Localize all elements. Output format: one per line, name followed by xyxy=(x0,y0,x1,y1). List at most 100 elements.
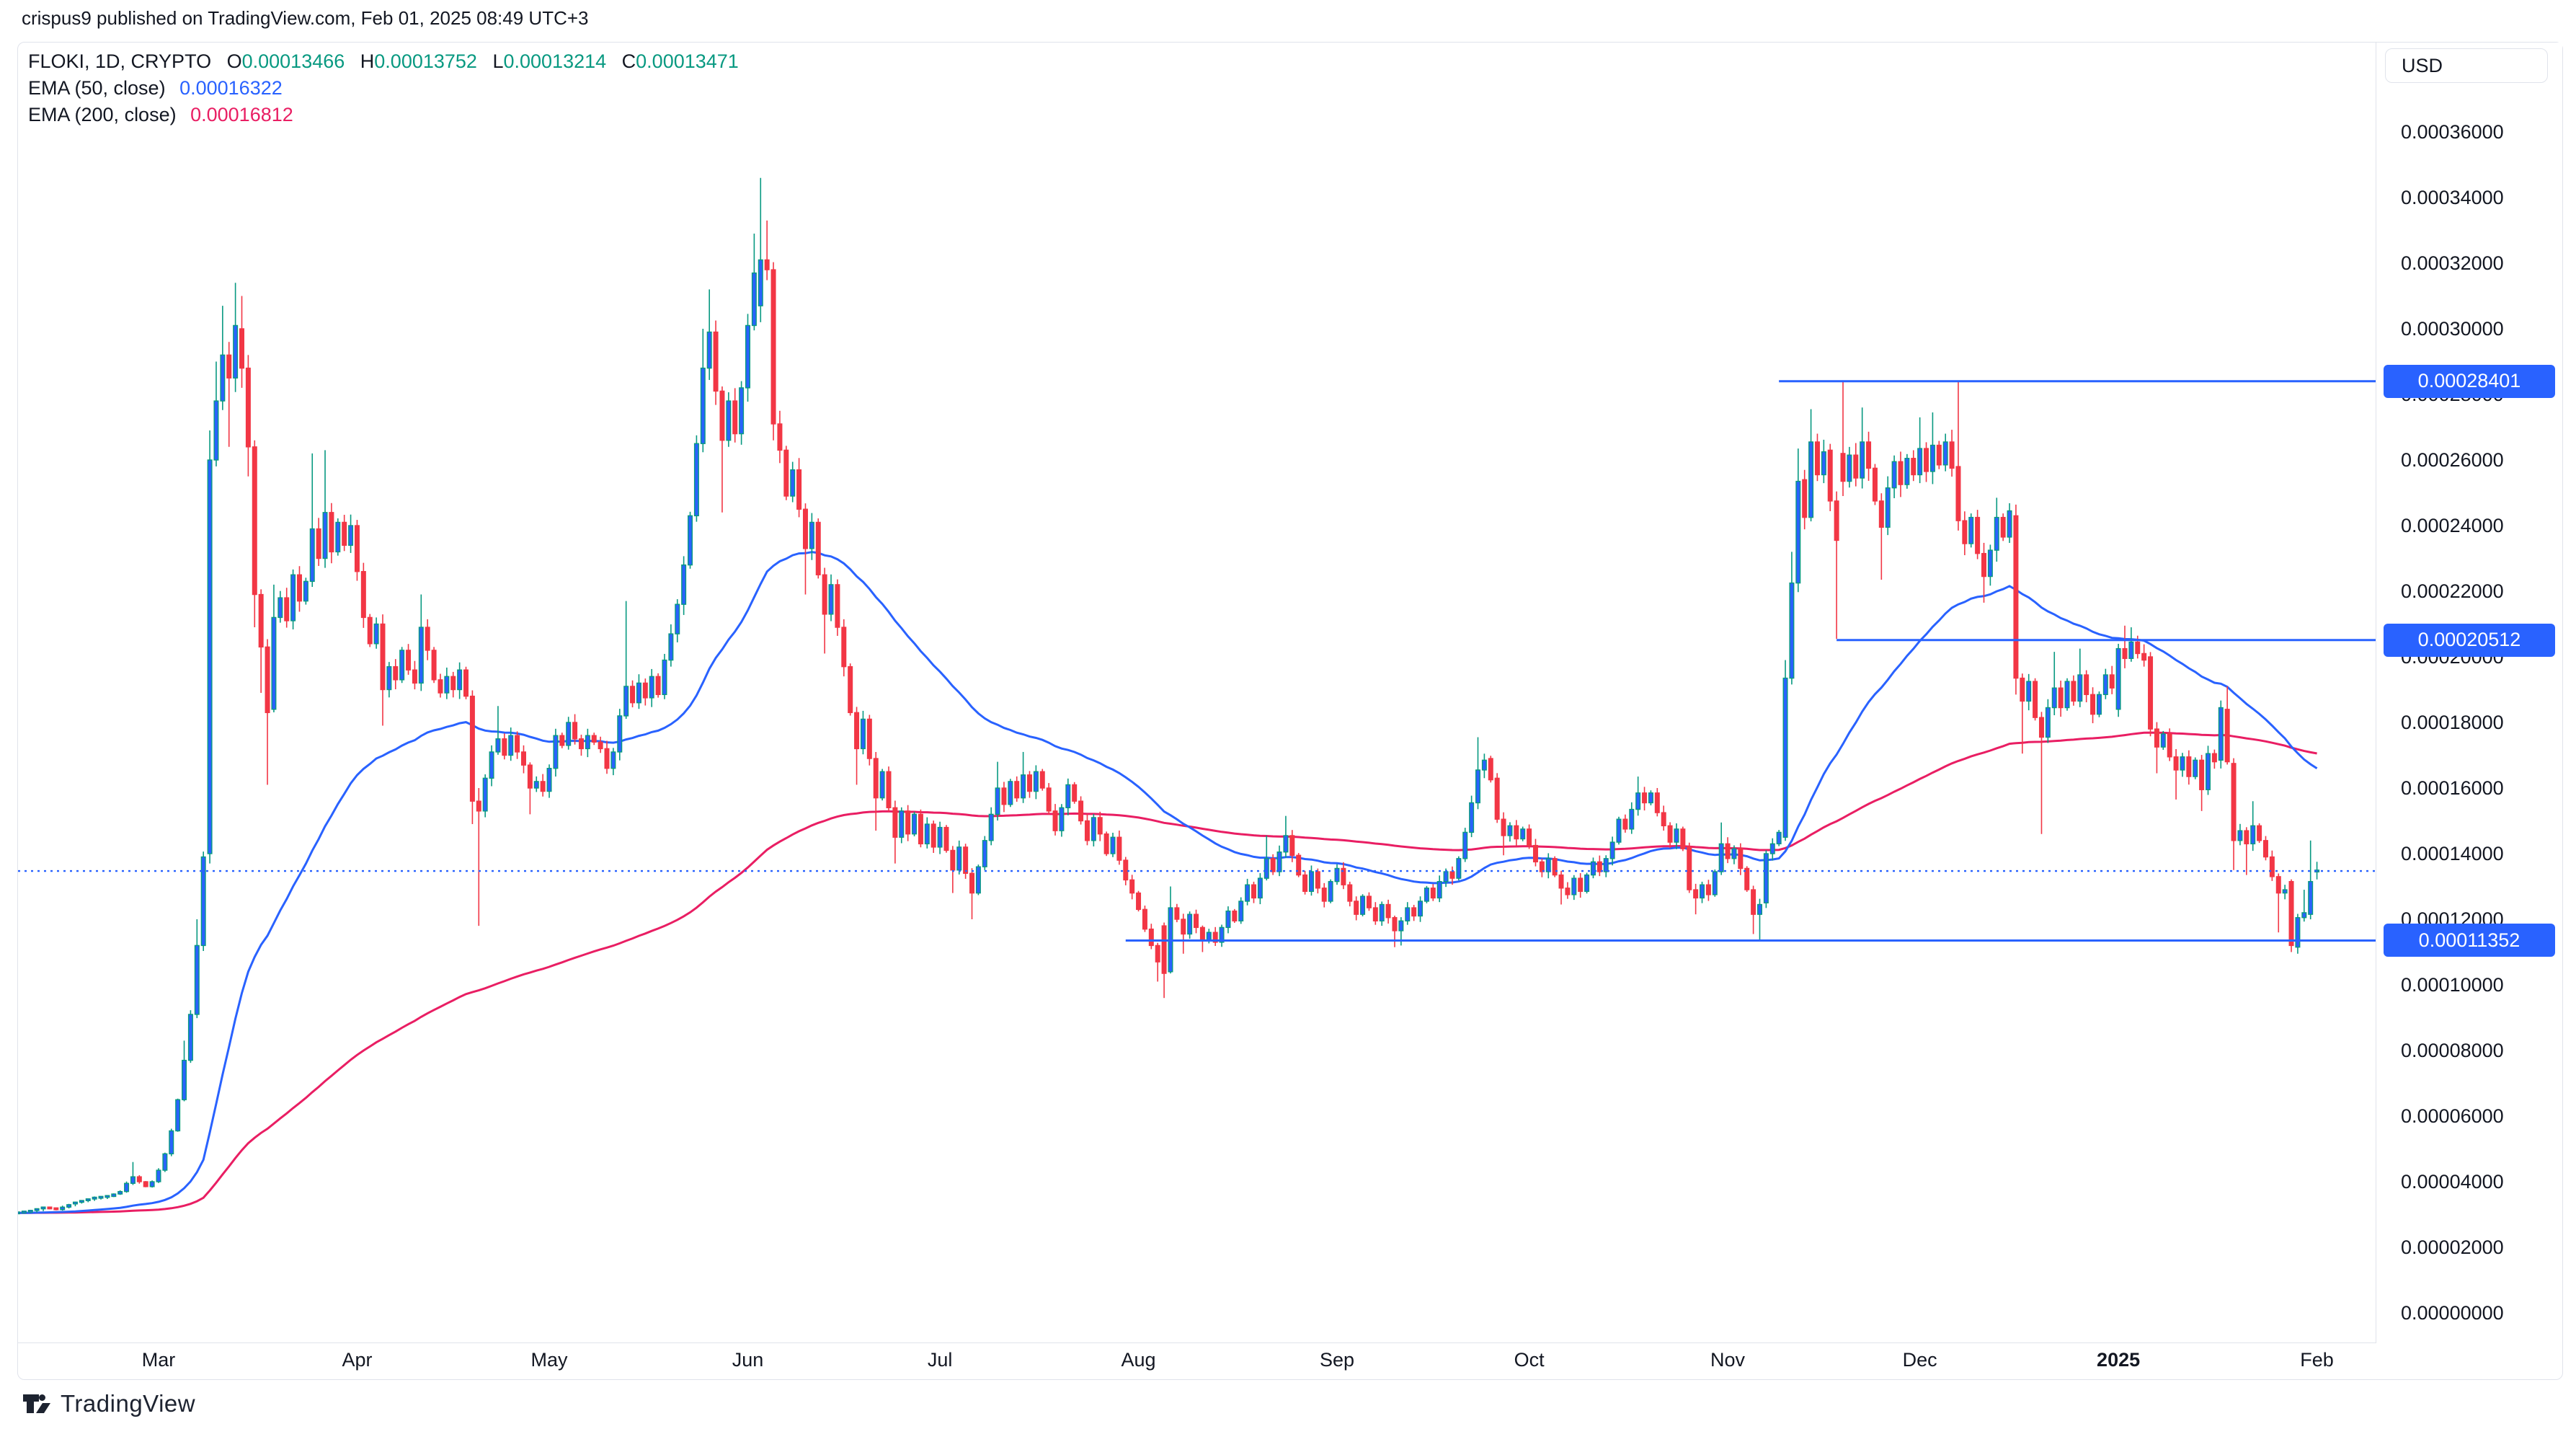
ema50-label: EMA (50, close) xyxy=(28,77,166,99)
candle-down xyxy=(1840,453,1846,482)
time-tick-label-dec: Dec xyxy=(1902,1349,1937,1371)
candle-up xyxy=(2180,756,2185,771)
candle-down xyxy=(1161,925,1167,974)
candle-up xyxy=(482,777,488,812)
candle-down xyxy=(2122,647,2128,659)
price-axis[interactable]: USD 0.00036000 0.00034000 0.00032000 0.0003… xyxy=(2376,43,2562,1343)
candle-down xyxy=(559,735,565,746)
price-tick-label: 0.00002000 xyxy=(2401,1236,2504,1258)
candle-up xyxy=(995,787,1000,815)
candle-down xyxy=(1097,817,1103,835)
candle-up xyxy=(169,1130,174,1155)
candle-down xyxy=(604,748,610,769)
price-badge[interactable]: 0.00028401 xyxy=(2384,364,2555,398)
candle-up xyxy=(790,469,796,497)
candle-down xyxy=(1744,867,1750,890)
candle-down xyxy=(815,521,821,575)
price-tick-label: 0.00032000 xyxy=(2401,252,2504,274)
legend-symbol-row[interactable]: FLOKI, 1D, CRYPTO O0.00013466 H0.0001375… xyxy=(28,48,739,75)
candle-down xyxy=(2000,516,2006,538)
candle-down xyxy=(854,712,860,750)
candle-up xyxy=(386,665,392,691)
byline: crispus9 published on TradingView.com, F… xyxy=(22,7,589,29)
candle-up xyxy=(706,331,712,369)
low-label: L xyxy=(492,50,504,72)
candle-down xyxy=(2288,880,2294,947)
candle-down xyxy=(1103,833,1109,854)
legend-ema50-row[interactable]: EMA (50, close) 0.00016322 xyxy=(28,75,739,102)
candle-down xyxy=(469,695,475,802)
candle-up xyxy=(1507,825,1513,836)
price-tick-label: 0.00004000 xyxy=(2401,1171,2504,1193)
candle-down xyxy=(1494,777,1500,820)
candle-up xyxy=(1609,841,1615,859)
candle-up xyxy=(1091,817,1096,841)
currency-button[interactable]: USD xyxy=(2385,48,2548,83)
candle-down xyxy=(1072,784,1078,802)
candle-up xyxy=(610,751,616,769)
candle-up xyxy=(1700,884,1705,899)
candle-down xyxy=(252,446,257,596)
candle-down xyxy=(1411,907,1417,917)
candle-up xyxy=(1436,880,1442,899)
candle-up xyxy=(2218,707,2224,761)
candle-up xyxy=(546,768,552,792)
candle-up xyxy=(1225,910,1231,929)
candle-up xyxy=(1789,582,1795,679)
time-axis[interactable]: Mar Apr May Jun Jul Aug Sep Oct Nov Dec 2025 Feb xyxy=(18,1342,2376,1379)
candle-down xyxy=(1014,781,1020,799)
ema-200-line[interactable] xyxy=(18,731,2317,1214)
candle-down xyxy=(1814,441,1820,476)
candle-up xyxy=(162,1153,168,1171)
candle-up xyxy=(662,659,667,696)
candle-up xyxy=(553,735,559,769)
candle-down xyxy=(316,528,321,559)
candle-up xyxy=(1860,441,1865,479)
candle-up xyxy=(745,324,751,389)
price-badge[interactable]: 0.00020512 xyxy=(2384,623,2555,657)
ema-50-line[interactable] xyxy=(18,551,2318,1214)
candle-down xyxy=(1347,884,1353,902)
candle-up xyxy=(1065,784,1071,808)
candle-down xyxy=(393,665,399,681)
candle-up xyxy=(1545,858,1551,872)
candle-up xyxy=(1616,818,1622,843)
candle-down xyxy=(572,722,578,740)
candle-up xyxy=(2045,707,2051,738)
candle-down xyxy=(2224,709,2230,763)
candle-up xyxy=(60,1206,66,1211)
candle-up xyxy=(585,735,590,750)
candle-up xyxy=(2128,641,2134,659)
candle-down xyxy=(136,1176,142,1182)
candle-down xyxy=(2257,825,2262,841)
candles[interactable] xyxy=(18,177,2320,1215)
candle-down xyxy=(1827,449,1833,502)
candle-down xyxy=(777,423,783,451)
candle-up xyxy=(175,1099,181,1132)
candle-down xyxy=(2269,856,2275,877)
price-tick-label: 0.00006000 xyxy=(2401,1105,2504,1127)
candle-up xyxy=(182,1059,187,1100)
candle-down xyxy=(1321,888,1327,902)
candle-up xyxy=(1238,901,1244,921)
candle-up xyxy=(111,1193,117,1198)
candle-up xyxy=(399,650,405,681)
legend-ema200-row[interactable]: EMA (200, close) 0.00016812 xyxy=(28,102,739,128)
candle-down xyxy=(943,826,949,851)
candle-up xyxy=(809,521,814,549)
open-value: 0.00013466 xyxy=(241,50,345,72)
candle-up xyxy=(1929,444,1935,472)
tradingview-watermark[interactable]: TradingView xyxy=(22,1389,195,1419)
candle-down xyxy=(1949,441,1955,469)
candle-up xyxy=(2282,889,2288,894)
candle-up xyxy=(1206,932,1212,942)
chart-canvas[interactable] xyxy=(18,43,2376,1343)
candle-down xyxy=(1129,879,1135,894)
candle-down xyxy=(1680,828,1686,849)
price-badge[interactable]: 0.00011352 xyxy=(2384,924,2555,957)
candle-down xyxy=(2186,756,2192,777)
candle-down xyxy=(2071,681,2077,702)
candle-up xyxy=(1469,802,1475,833)
candle-down xyxy=(438,679,443,694)
candle-down xyxy=(1705,884,1711,895)
